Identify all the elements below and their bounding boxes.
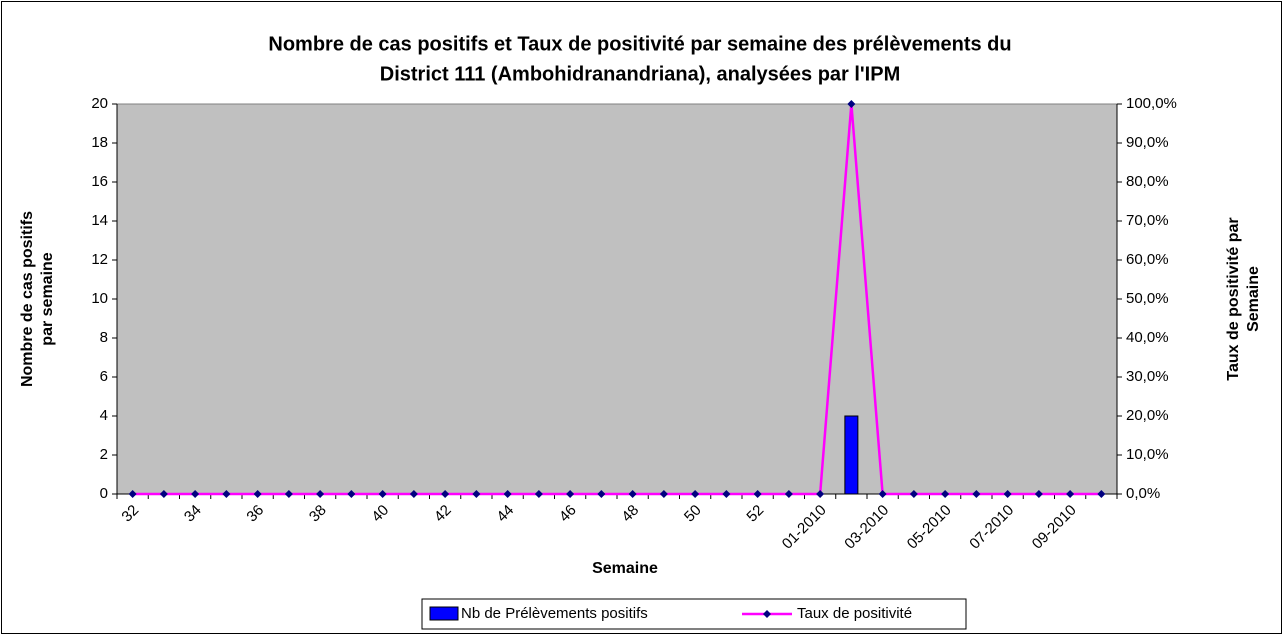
line-marker xyxy=(441,490,450,498)
legend-label: Taux de positivité xyxy=(797,605,912,622)
line-marker xyxy=(378,490,387,498)
y-tick-label: 4 xyxy=(100,407,108,424)
line-marker xyxy=(191,490,200,498)
line-marker xyxy=(1066,490,1075,498)
line-marker xyxy=(503,490,512,498)
y-tick-label: 20 xyxy=(91,95,108,112)
y2-tick-label: 30,0% xyxy=(1126,368,1169,385)
line-marker xyxy=(628,490,637,498)
y-axis-label-line: par semaine xyxy=(39,252,56,345)
line-marker xyxy=(1097,490,1106,498)
line-marker xyxy=(1003,490,1012,498)
line-marker xyxy=(534,490,543,498)
line-marker xyxy=(159,490,168,498)
chart-title: Nombre de cas positifs et Taux de positi… xyxy=(268,33,1011,55)
y2-tick-label: 60,0% xyxy=(1126,251,1169,268)
line-marker xyxy=(691,490,700,498)
line-marker xyxy=(1034,490,1043,498)
y-tick-label: 18 xyxy=(91,134,108,151)
chart-title: District 111 (Ambohidranandriana), analy… xyxy=(380,63,901,85)
legend-swatch xyxy=(429,606,459,621)
line-marker xyxy=(284,490,293,498)
line-marker xyxy=(597,490,606,498)
y-tick-label: 14 xyxy=(91,212,108,229)
line-marker xyxy=(316,490,325,498)
line-marker xyxy=(409,490,418,498)
y-axis-label: Nombre de cas positifs par semaine xyxy=(19,211,56,387)
y2-tick-label: 20,0% xyxy=(1126,407,1169,424)
y-axis-label-line: Nombre de cas positifs xyxy=(19,211,36,387)
line-marker xyxy=(566,490,575,498)
y2-tick-label: 50,0% xyxy=(1126,290,1169,307)
line xyxy=(132,103,1102,496)
line-marker xyxy=(909,490,918,498)
y2-tick-label: 100,0% xyxy=(1126,95,1177,112)
y-tick-label: 12 xyxy=(91,251,108,268)
line-marker xyxy=(722,490,731,498)
line-marker xyxy=(128,490,137,498)
y-tick-label: 2 xyxy=(100,446,108,463)
legend-label: Nb de Prélèvements positifs xyxy=(461,605,648,622)
line-marker xyxy=(472,490,481,498)
line-marker xyxy=(972,490,981,498)
y-tick-label: 8 xyxy=(100,329,108,346)
y-tick-label: 10 xyxy=(91,290,108,307)
y-tick-label: 6 xyxy=(100,368,108,385)
line-marker xyxy=(222,490,231,498)
y2-tick-label: 0,0% xyxy=(1126,485,1160,502)
y2-tick-label: 80,0% xyxy=(1126,173,1169,190)
line-marker xyxy=(941,490,950,498)
y2-axis-label: Taux de positivité par Semaine xyxy=(1225,217,1262,380)
y2-tick-label: 70,0% xyxy=(1126,212,1169,229)
plot-area xyxy=(116,103,1118,495)
y2-axis-label-line: Taux de positivité par xyxy=(1225,217,1242,380)
line-marker xyxy=(816,490,825,498)
y2-tick-label: 90,0% xyxy=(1126,134,1169,151)
line-marker xyxy=(753,490,762,498)
line-marker xyxy=(784,490,793,498)
y-tick-label: 16 xyxy=(91,173,108,190)
line-marker xyxy=(878,490,887,498)
line-marker xyxy=(253,490,262,498)
bar xyxy=(844,415,859,495)
line-marker xyxy=(347,490,356,498)
y2-axis-label-line: Semaine xyxy=(1245,266,1262,332)
legend-marker xyxy=(763,610,771,618)
line-marker xyxy=(847,100,856,108)
y2-tick-label: 40,0% xyxy=(1126,329,1169,346)
line-marker xyxy=(659,490,668,498)
x-axis-label: Semaine xyxy=(592,560,658,577)
y2-tick-label: 10,0% xyxy=(1126,446,1169,463)
y-tick-label: 0 xyxy=(100,485,108,502)
legend-box xyxy=(421,598,967,630)
